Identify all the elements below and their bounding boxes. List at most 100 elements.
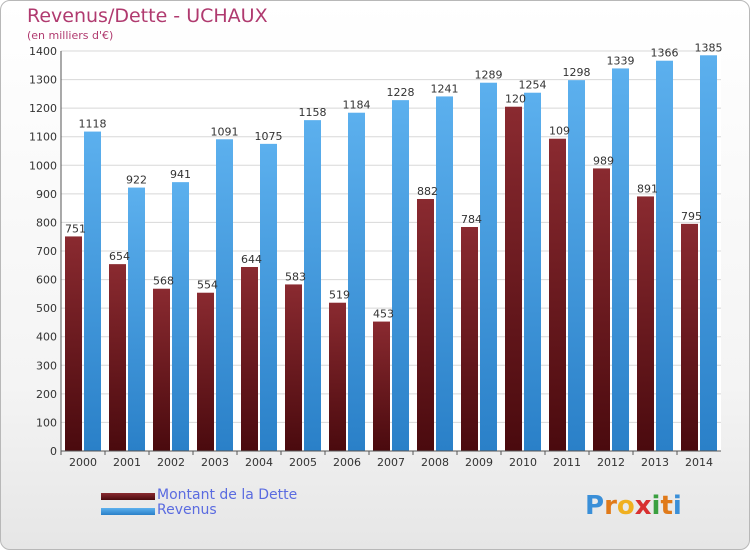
bar-revenus (128, 187, 145, 452)
bar-revenus (84, 131, 101, 452)
bar-revenus (260, 143, 277, 451)
y-tick-label: 200 (36, 388, 57, 401)
data-label-dette: 568 (153, 275, 174, 288)
data-label-dette: 583 (285, 270, 306, 283)
y-tick-label: 0 (50, 445, 57, 458)
bar-revenus (568, 80, 585, 452)
data-label-dette: 882 (417, 185, 438, 198)
x-tick-label: 2008 (421, 456, 449, 469)
data-label-revenus: 922 (126, 174, 147, 187)
data-label-revenus: 1298 (563, 66, 591, 79)
x-tick-label: 2003 (201, 456, 229, 469)
data-label-revenus: 1091 (211, 125, 239, 138)
data-label-dette: 453 (373, 308, 394, 321)
legend-label-revenus: Revenus (157, 502, 217, 518)
y-tick-label: 900 (36, 188, 57, 201)
data-label-dette: 644 (241, 253, 262, 266)
bar-revenus (216, 139, 233, 452)
data-label-revenus: 1158 (299, 106, 327, 119)
data-label-dette: 554 (197, 279, 218, 292)
data-label-dette: 519 (329, 289, 350, 302)
bar-revenus (656, 60, 673, 451)
logo-letter: o (616, 491, 635, 521)
x-tick-label: 2012 (597, 456, 625, 469)
data-label-revenus: 1184 (343, 99, 371, 112)
data-label-revenus: 1075 (255, 130, 283, 143)
x-tick-label: 2005 (289, 456, 317, 469)
bar-dette (417, 199, 434, 451)
data-label-dette: 784 (461, 213, 482, 226)
logo-letter: P (585, 491, 605, 521)
y-tick-label: 100 (36, 416, 57, 429)
chart-subtitle: (en milliers d'€) (27, 29, 114, 42)
x-tick-label: 2010 (509, 456, 537, 469)
bar-revenus (700, 55, 717, 452)
y-tick-label: 1200 (29, 102, 57, 115)
x-tick-label: 2014 (685, 456, 713, 469)
data-label-dette: 654 (109, 250, 130, 263)
logo-letter: i (651, 491, 661, 521)
data-label-dette: 891 (637, 182, 658, 195)
x-tick-label: 2009 (465, 456, 493, 469)
data-label-revenus: 1228 (387, 86, 415, 99)
y-tick-label: 400 (36, 331, 57, 344)
data-label-revenus: 1339 (607, 54, 635, 67)
x-tick-label: 2013 (641, 456, 669, 469)
y-tick-label: 500 (36, 302, 57, 315)
bar-revenus (612, 68, 629, 451)
x-tick-label: 2004 (245, 456, 273, 469)
bar-dette (461, 227, 478, 451)
bar-dette (109, 264, 126, 451)
legend-label-dette: Montant de la Dette (157, 487, 298, 503)
bar-dette (637, 196, 654, 451)
bar-dette (241, 267, 258, 451)
bar-dette (329, 302, 346, 451)
legend-swatch-revenus (101, 508, 155, 515)
bar-revenus (436, 96, 453, 451)
y-tick-label: 600 (36, 274, 57, 287)
y-tick-label: 1400 (29, 45, 57, 58)
data-label-revenus: 1366 (651, 47, 679, 60)
bar-revenus (524, 92, 541, 451)
bar-dette (285, 284, 302, 451)
x-tick-label: 2002 (157, 456, 185, 469)
data-label-dette: 795 (681, 210, 702, 223)
bar-revenus (392, 100, 409, 452)
x-tick-label: 2006 (333, 456, 361, 469)
y-tick-label: 1000 (29, 159, 57, 172)
x-tick-label: 2000 (69, 456, 97, 469)
data-label-revenus: 1118 (79, 118, 107, 131)
y-tick-label: 1300 (29, 74, 57, 87)
proxiti-logo: Proxiti (585, 491, 682, 521)
bar-dette (549, 138, 566, 451)
bar-dette (153, 288, 170, 451)
logo-letter: t (660, 491, 673, 521)
bar-dette (593, 168, 610, 451)
x-tick-label: 2001 (113, 456, 141, 469)
x-tick-label: 2011 (553, 456, 581, 469)
legend-swatch-dette (101, 493, 155, 500)
y-tick-label: 700 (36, 245, 57, 258)
data-label-dette: 751 (65, 222, 86, 235)
y-tick-label: 1100 (29, 131, 57, 144)
logo-letter: x (634, 491, 652, 521)
bar-dette (681, 223, 698, 451)
bar-revenus (480, 82, 497, 451)
data-label-revenus: 941 (170, 168, 191, 181)
y-tick-label: 800 (36, 216, 57, 229)
data-label-revenus: 1385 (695, 41, 723, 54)
bar-revenus (304, 120, 321, 452)
logo-letter: r (604, 491, 617, 521)
bar-dette (197, 292, 214, 451)
data-label-revenus: 1241 (431, 82, 459, 95)
logo-letter: i (672, 491, 682, 521)
chart-title: Revenus/Dette - UCHAUX (27, 5, 268, 27)
data-label-dette: 120 (505, 93, 526, 106)
data-label-dette: 989 (593, 154, 614, 167)
bar-dette (373, 321, 390, 451)
x-tick-label: 2007 (377, 456, 405, 469)
bar-revenus (348, 112, 365, 451)
bar-dette (65, 236, 82, 451)
